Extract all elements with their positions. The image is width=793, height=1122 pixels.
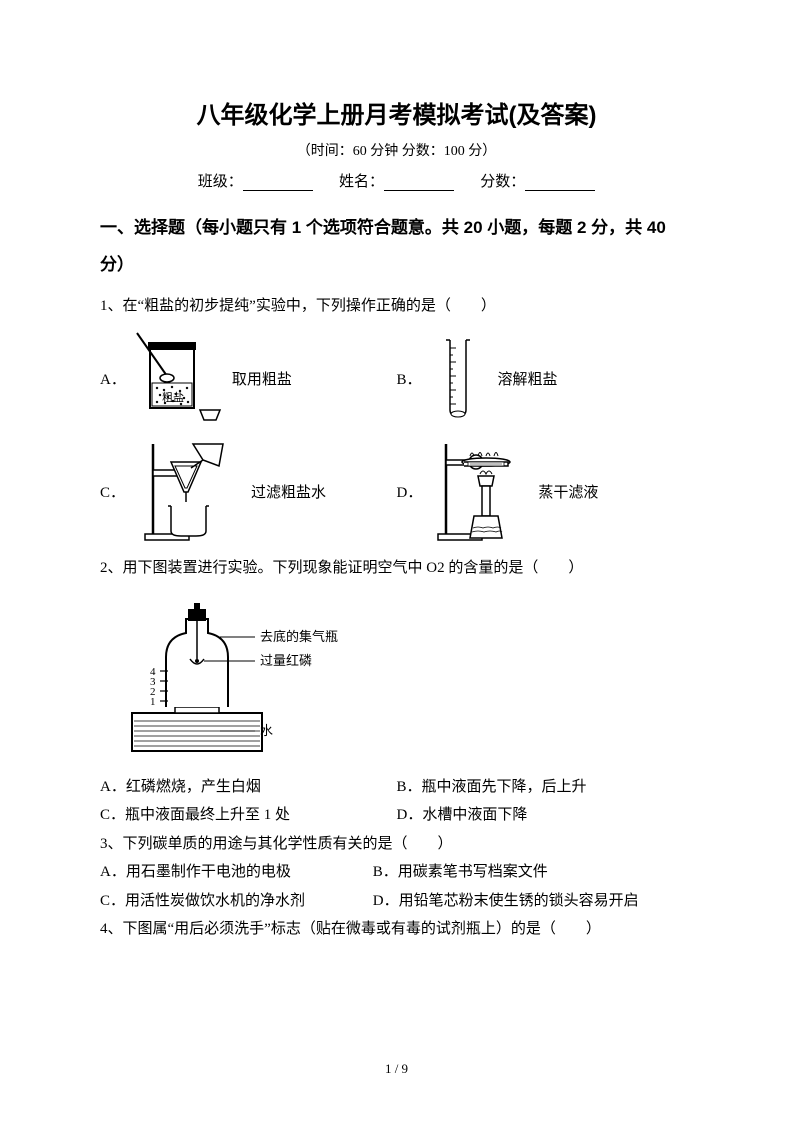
- q2-diagram-wrap: 43 21 去底的集气瓶 过量红磷 水: [120, 601, 693, 761]
- name-label: 姓名：: [339, 174, 384, 190]
- q1-c-diagram: [131, 436, 241, 546]
- q3-opts-cd: C．用活性炭做饮水机的净水剂 D．用铅笔芯粉末使生锈的锁头容易开启: [100, 887, 693, 916]
- q2-opts-cd: C．瓶中液面最终上升至 1 处 D．水槽中液面下降: [100, 801, 693, 830]
- exam-meta: （时间：60 分钟 分数：100 分）: [100, 140, 693, 160]
- q3-opts-ab: A．用石墨制作干电池的电极 B．用碳素笔书写档案文件: [100, 858, 693, 887]
- q2-b: B．瓶中液面先下降，后上升: [397, 773, 694, 802]
- q1-b-text: 溶解粗盐: [498, 368, 558, 389]
- q1-row-ab: A． 粗盐 取用粗盐 B．: [100, 328, 693, 428]
- page-title: 八年级化学上册月考模拟考试(及答案): [100, 95, 693, 130]
- svg-text:粗盐: 粗盐: [162, 391, 184, 404]
- score-label: 分数：: [480, 174, 525, 190]
- q2-c: C．瓶中液面最终上升至 1 处: [100, 801, 397, 830]
- q1-b-diagram: [428, 328, 488, 428]
- section-1-title: 一、选择题（每小题只有 1 个选项符合题意。共 20 小题，每题 2 分，共 4…: [100, 209, 693, 284]
- q4-stem: 4、下图属“用后必须洗手”标志（贴在微毒或有毒的试剂瓶上）的是（ ）: [100, 915, 693, 944]
- q2-d: D．水槽中液面下降: [397, 801, 694, 830]
- score-blank[interactable]: [525, 175, 595, 191]
- q1-c-text: 过滤粗盐水: [251, 481, 326, 502]
- student-info-row: 班级： 姓名： 分数：: [100, 170, 693, 191]
- q2-a: A．红磷燃烧，产生白烟: [100, 773, 397, 802]
- svg-text:1: 1: [150, 696, 156, 708]
- q2-stem: 2、用下图装置进行实验。下列现象能证明空气中 O2 的含量的是（ ）: [100, 554, 693, 583]
- q3-stem: 3、下列碳单质的用途与其化学性质有关的是（ ）: [100, 830, 693, 859]
- q1-d-text: 蒸干滤液: [538, 481, 598, 502]
- q1-a-diagram: 粗盐: [132, 328, 222, 428]
- q2-label-water: 水: [260, 723, 273, 738]
- q1-c-label: C．: [100, 481, 125, 502]
- class-label: 班级：: [198, 174, 243, 190]
- q1-a-label: A．: [100, 368, 126, 389]
- q3-d: D．用铅笔芯粉末使生锈的锁头容易开启: [373, 887, 693, 916]
- q1-b-label: B．: [397, 368, 422, 389]
- q3-a: A．用石墨制作干电池的电极: [100, 858, 373, 887]
- q1-a-text: 取用粗盐: [232, 368, 292, 389]
- q1-stem: 1、在“粗盐的初步提纯”实验中，下列操作正确的是（ ）: [100, 292, 693, 321]
- class-blank[interactable]: [243, 175, 313, 191]
- q1-d-label: D．: [397, 481, 423, 502]
- q3-c: C．用活性炭做饮水机的净水剂: [100, 887, 373, 916]
- q2-label-phos: 过量红磷: [260, 653, 312, 668]
- q2-label-bottle: 去底的集气瓶: [260, 629, 338, 644]
- q3-b: B．用碳素笔书写档案文件: [373, 858, 693, 887]
- q2-opts-ab: A．红磷燃烧，产生白烟 B．瓶中液面先下降，后上升: [100, 773, 693, 802]
- q2-diagram: 43 21 去底的集气瓶 过量红磷 水: [120, 601, 360, 761]
- q1-d-diagram: [428, 436, 528, 546]
- page-number: 1 / 9: [0, 1061, 793, 1077]
- q1-row-cd: C． 过滤粗盐水 D．: [100, 436, 693, 546]
- name-blank[interactable]: [384, 175, 454, 191]
